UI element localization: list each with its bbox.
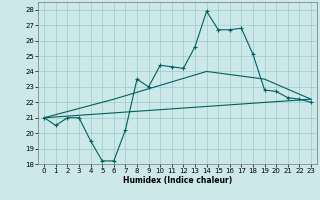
- X-axis label: Humidex (Indice chaleur): Humidex (Indice chaleur): [123, 176, 232, 185]
